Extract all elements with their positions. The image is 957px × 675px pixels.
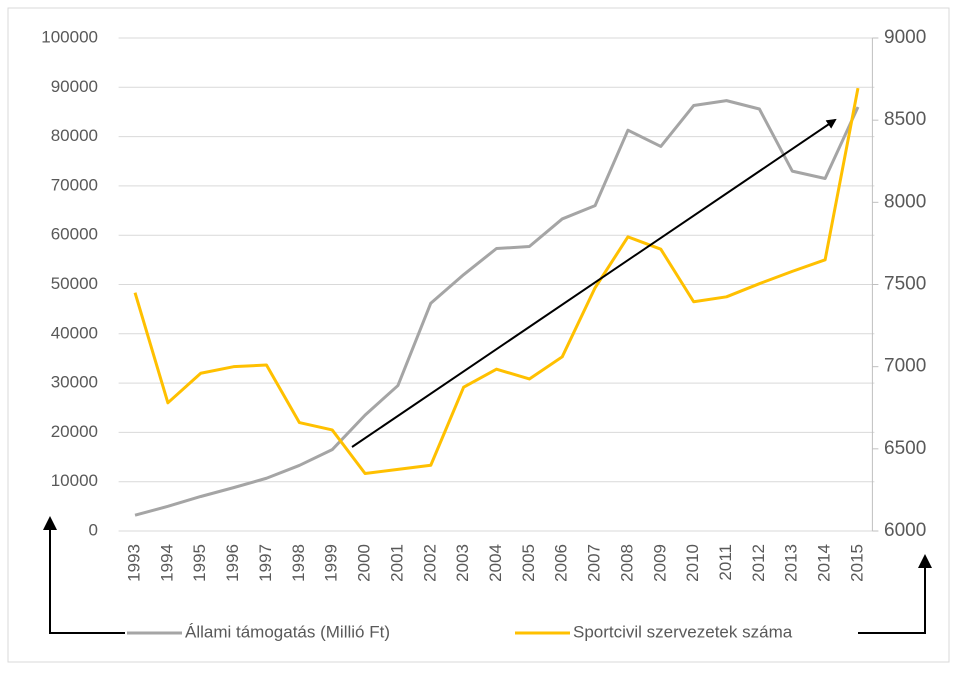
legend-label: Sportcivil szervezetek száma xyxy=(573,622,793,641)
x-tick-label: 2010 xyxy=(683,544,702,582)
x-tick-label: 1995 xyxy=(190,544,209,582)
x-tick-label: 2013 xyxy=(782,544,801,582)
series-line xyxy=(133,87,860,475)
x-tick-label: 2002 xyxy=(420,544,439,582)
x-tick-label: 1998 xyxy=(289,544,308,582)
chart-border xyxy=(7,7,950,663)
y-tick-label: 20000 xyxy=(51,422,98,441)
y-tick-label: 40000 xyxy=(51,323,98,342)
x-tick-label: 2007 xyxy=(585,544,604,582)
y-tick-label: 30000 xyxy=(51,373,98,392)
x-tick-label: 2006 xyxy=(552,544,571,582)
y2-tick-label: 7000 xyxy=(884,356,926,377)
y-tick-label: 70000 xyxy=(51,175,98,194)
left-axis-arrow xyxy=(43,516,125,634)
grid: 0 10000 20000 30000 40000 50000 60000 70000 8000… xyxy=(41,27,926,582)
y2-tick-label: 6000 xyxy=(884,520,926,541)
x-tick-label: 1997 xyxy=(256,544,275,582)
x-tick-label: 2015 xyxy=(847,544,866,582)
x-tick-label: 2009 xyxy=(650,544,669,582)
y2-tick-label: 6500 xyxy=(884,438,926,459)
x-tick-label: 2011 xyxy=(716,544,735,581)
x-tick-label: 2004 xyxy=(486,544,505,582)
x-tick-label: 1994 xyxy=(157,544,176,582)
y2-tick-label: 8000 xyxy=(884,191,926,212)
plot xyxy=(133,87,860,517)
x-tick-label: 2000 xyxy=(355,544,374,582)
x-tick-label: 2014 xyxy=(815,544,834,582)
series-line xyxy=(134,99,860,517)
y-tick-label: 80000 xyxy=(51,126,98,145)
x-tick-label: 1999 xyxy=(322,544,341,582)
y-tick-label: 60000 xyxy=(51,225,98,244)
legend: Állami támogatás (Millió Ft) Sportcivil s… xyxy=(127,622,793,641)
x-tick-label: 2003 xyxy=(453,544,472,582)
x-tick-label: 2008 xyxy=(617,544,636,582)
y2-tick-label: 9000 xyxy=(884,27,926,48)
x-tick-label: 2012 xyxy=(749,544,768,582)
right-axis-arrow xyxy=(858,554,932,634)
y-tick-label: 0 xyxy=(89,520,98,539)
y-tick-label: 10000 xyxy=(51,471,98,490)
x-tick-label: 2005 xyxy=(519,544,538,582)
x-tick-label: 2001 xyxy=(387,544,406,582)
y2-tick-label: 7500 xyxy=(884,274,926,295)
y-tick-label: 50000 xyxy=(51,274,98,293)
x-tick-label: 1996 xyxy=(223,544,242,582)
y2-tick-label: 8500 xyxy=(884,109,926,130)
y-tick-label: 90000 xyxy=(51,77,98,96)
y-tick-label: 100000 xyxy=(41,27,98,46)
trend-arrow xyxy=(351,118,837,448)
x-tick-label: 1993 xyxy=(125,544,144,582)
legend-label: Állami támogatás (Millió Ft) xyxy=(185,622,390,641)
